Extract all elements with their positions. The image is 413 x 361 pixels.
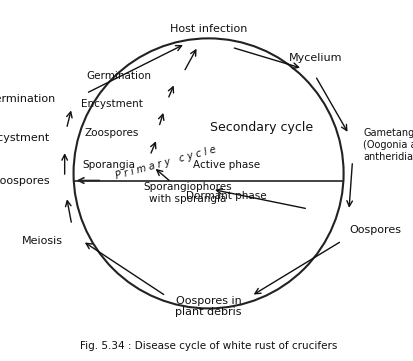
Text: Meiosis: Meiosis: [22, 236, 63, 246]
Text: Sporangiophores
with sporangia: Sporangiophores with sporangia: [142, 182, 231, 204]
Text: Zoospores: Zoospores: [85, 127, 139, 138]
Text: Mycelium: Mycelium: [288, 53, 341, 63]
Text: Germination: Germination: [0, 94, 56, 104]
Text: Encystment: Encystment: [0, 133, 50, 143]
Text: Zoospores: Zoospores: [0, 175, 50, 186]
Text: Host infection: Host infection: [169, 25, 247, 35]
Text: Gametangia
(Oogonia and
antheridia): Gametangia (Oogonia and antheridia): [362, 129, 413, 162]
Text: Germination: Germination: [86, 71, 151, 81]
Text: Sporangia: Sporangia: [83, 160, 135, 170]
Text: P r i m a r y   c y c l e: P r i m a r y c y c l e: [114, 144, 217, 181]
Text: Oospores in
plant debris: Oospores in plant debris: [175, 296, 241, 317]
Text: Active phase: Active phase: [192, 160, 259, 170]
Text: Dormant phase: Dormant phase: [185, 191, 266, 201]
Text: Secondary cycle: Secondary cycle: [210, 121, 313, 134]
Text: Fig. 5.34 : Disease cycle of white rust of crucifers: Fig. 5.34 : Disease cycle of white rust …: [80, 341, 337, 351]
Text: Encystment: Encystment: [81, 99, 142, 109]
Text: Oospores: Oospores: [348, 225, 400, 235]
